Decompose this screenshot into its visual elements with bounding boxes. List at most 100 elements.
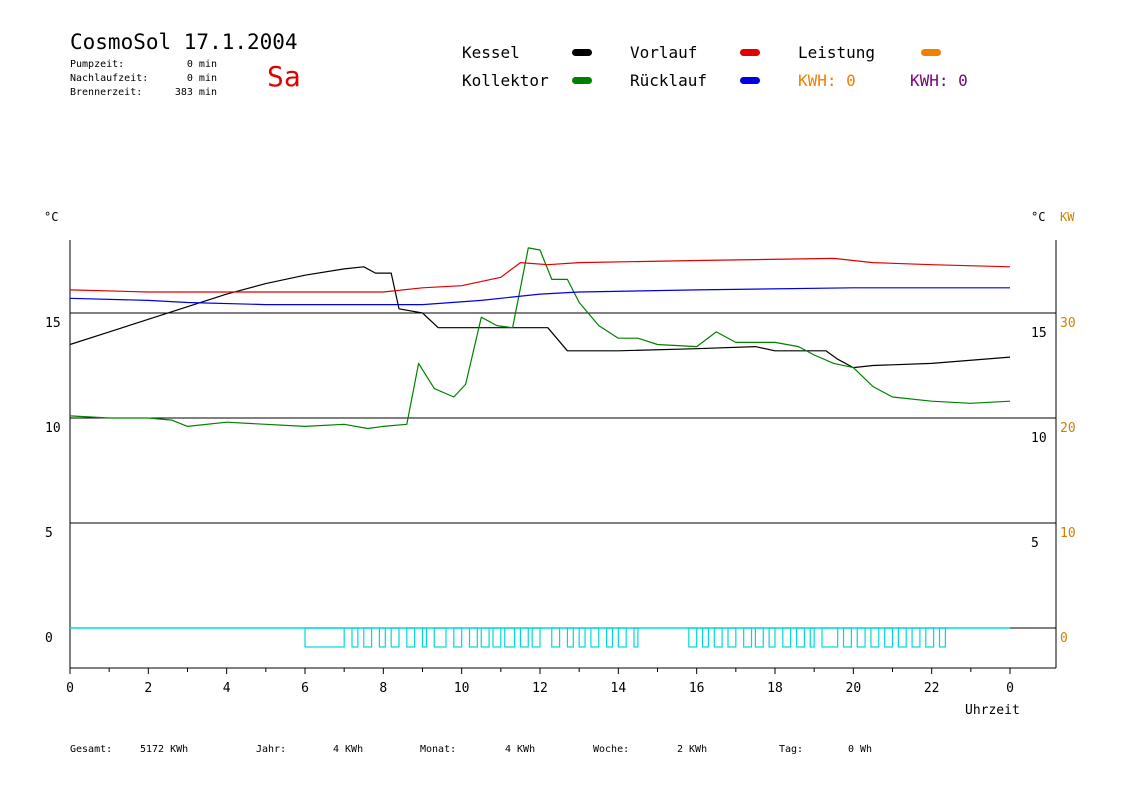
series-kollektor-line xyxy=(69,247,1011,430)
x-tick-label: 2 xyxy=(144,681,152,696)
y-axis-kw-unit: KW xyxy=(1060,210,1075,224)
pump-span xyxy=(821,627,839,648)
pump-span xyxy=(938,627,946,648)
grid-lines xyxy=(70,312,1056,629)
y-tick-left-label: 0 xyxy=(45,631,53,646)
pump-span xyxy=(633,627,639,648)
series-lines xyxy=(69,247,1011,430)
footer-gesamt-value: 5172 KWh xyxy=(140,744,189,755)
pump-span xyxy=(856,627,866,648)
stat-nachlaufzeit-label: Nachlaufzeit: xyxy=(70,73,149,84)
legend-kessel-swatch xyxy=(572,49,592,56)
pump-span xyxy=(363,627,373,648)
pump-span xyxy=(617,627,627,648)
legend-leistung-label: Leistung xyxy=(798,43,876,62)
y-tick-left-label: 5 xyxy=(45,526,53,541)
stat-brennerzeit-label: Brennerzeit: xyxy=(70,87,143,98)
legend-vorlauf-swatch xyxy=(740,49,760,56)
y-tick-kw-label: 10 xyxy=(1060,526,1076,541)
x-tick-label: 16 xyxy=(689,681,705,696)
x-axis-label: Uhrzeit xyxy=(965,703,1020,718)
x-tick-label: 4 xyxy=(223,681,231,696)
pump-span xyxy=(870,627,880,648)
y-axis-left-unit: °C xyxy=(44,210,58,224)
legend-vorlauf-label: Vorlauf xyxy=(630,43,698,62)
pump-span xyxy=(351,627,359,648)
pump-span xyxy=(492,627,502,648)
pump-span xyxy=(421,627,428,648)
pump-span xyxy=(590,627,600,648)
legend-kessel-label: Kessel xyxy=(462,43,520,62)
pump-span xyxy=(468,627,478,648)
footer-gesamt-label: Gesamt: xyxy=(70,744,113,755)
stat-nachlaufzeit-value: 0 min xyxy=(186,73,217,84)
series-ruecklauf-line xyxy=(69,287,1010,306)
pump-activity xyxy=(70,627,1010,648)
pump-span xyxy=(433,627,447,648)
pump-span xyxy=(304,627,345,648)
x-tick-label: 10 xyxy=(454,681,470,696)
pump-span xyxy=(713,627,723,648)
pump-span xyxy=(406,627,416,648)
footer-jahr-value: 4 KWh xyxy=(333,744,364,755)
footer-woche-label: Woche: xyxy=(593,744,630,755)
y-tick-left-label: 10 xyxy=(45,421,61,436)
x-tick-label: 22 xyxy=(924,681,940,696)
footer-woche-value: 2 KWh xyxy=(677,744,708,755)
y-tick-kw-label: 30 xyxy=(1060,316,1076,331)
footer-tag-label: Tag: xyxy=(779,744,804,755)
pump-span xyxy=(701,627,710,648)
legend-ruecklauf-label: Rücklauf xyxy=(630,71,708,90)
y-tick-kw-label: 20 xyxy=(1060,421,1076,436)
pump-span xyxy=(605,627,614,648)
legend-leistung-swatch xyxy=(921,49,941,56)
axes xyxy=(69,240,1057,674)
pump-span xyxy=(768,627,776,648)
y-tick-right-label: 15 xyxy=(1031,326,1047,341)
legend-kollektor-label: Kollektor xyxy=(462,71,549,90)
x-tick-label: 0 xyxy=(1006,681,1014,696)
y-axis-right-unit: °C xyxy=(1031,210,1045,224)
y-tick-right-label: 10 xyxy=(1031,431,1047,446)
pump-span xyxy=(782,627,792,648)
pump-span xyxy=(519,627,529,648)
y-tick-right-label: 5 xyxy=(1031,536,1039,551)
pump-span xyxy=(531,627,541,648)
pump-span xyxy=(809,627,815,648)
pump-span xyxy=(897,627,907,648)
pump-span xyxy=(566,627,574,648)
footer-monat-value: 4 KWh xyxy=(505,744,536,755)
pump-span xyxy=(727,627,737,648)
pump-span xyxy=(688,627,698,648)
pump-span xyxy=(842,627,852,648)
stat-pumpzeit-label: Pumpzeit: xyxy=(70,59,125,70)
pump-span xyxy=(925,627,935,648)
pump-span xyxy=(911,627,921,648)
x-tick-label: 14 xyxy=(611,681,627,696)
y-tick-kw-label: 0 xyxy=(1060,631,1068,646)
weekday-label: Sa xyxy=(267,60,301,93)
legend-kwh-orange: KWH: 0 xyxy=(798,71,856,90)
pump-span xyxy=(754,627,764,648)
pump-span xyxy=(378,627,386,648)
series-kessel-line xyxy=(69,266,1011,369)
pump-span xyxy=(578,627,586,648)
stat-brennerzeit-value: 383 min xyxy=(174,87,217,98)
pump-span xyxy=(480,627,490,648)
x-tick-label: 12 xyxy=(532,681,548,696)
footer-monat-label: Monat: xyxy=(420,744,457,755)
x-tick-label: 8 xyxy=(379,681,387,696)
tick-labels: 0 2 4 6 8 10 12 14 16 18 20 22 0 0 5 10 15 5 10 15 0 10 20 30 xyxy=(45,316,1076,696)
x-tick-label: 6 xyxy=(301,681,309,696)
chart-title: CosmoSol 17.1.2004 xyxy=(70,30,298,54)
y-tick-left-label: 15 xyxy=(45,316,61,331)
x-tick-label: 18 xyxy=(767,681,783,696)
pump-span xyxy=(551,627,561,648)
footer-jahr-label: Jahr: xyxy=(256,744,287,755)
pump-span xyxy=(743,627,753,648)
legend-ruecklauf-swatch xyxy=(740,77,760,84)
pump-span xyxy=(390,627,400,648)
legend-kollektor-swatch xyxy=(572,77,592,84)
legend-kwh-purple: KWH: 0 xyxy=(910,71,968,90)
